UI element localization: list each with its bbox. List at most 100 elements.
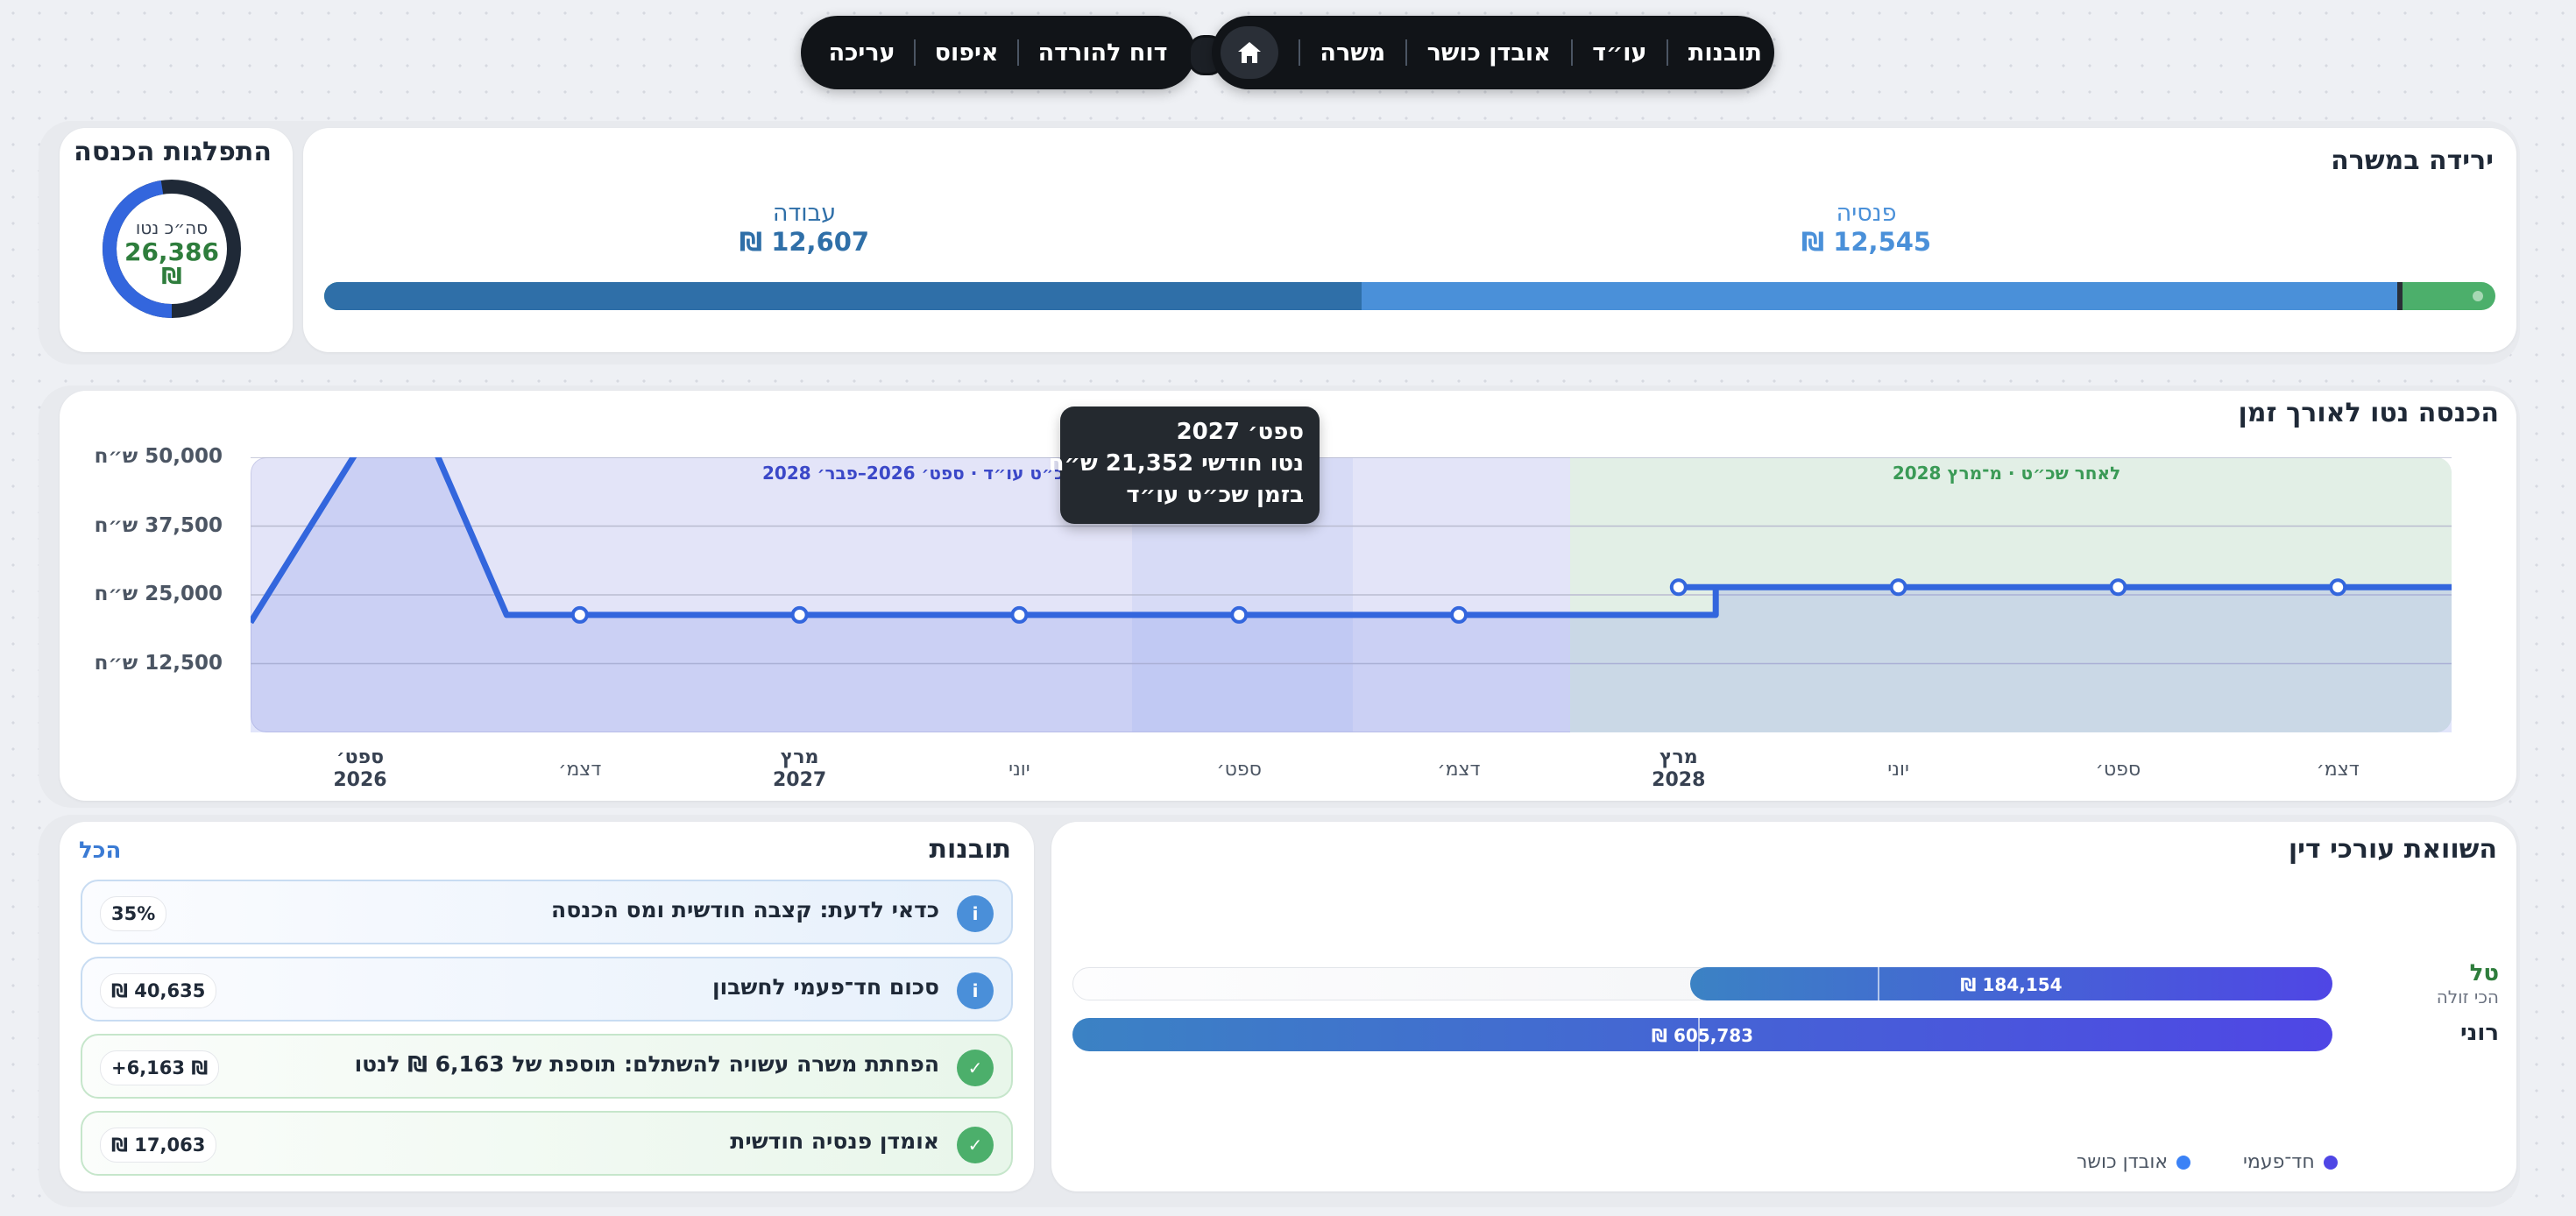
income-donut xyxy=(103,180,241,318)
legend-dot-icon xyxy=(2323,1155,2338,1170)
x-tick-label: ספט׳ xyxy=(1216,759,1262,781)
lawyer-bar-value: ₪ 184,154 xyxy=(1960,974,2063,995)
work-segment-label: עבודה 12,607 ₪ xyxy=(717,200,892,257)
bar-divider xyxy=(1698,1018,1700,1051)
nav-sections-pill: תובנות עו״ד אובדן כושר משרה xyxy=(1212,16,1774,89)
lawyer-bar-roni[interactable]: ₪ 605,783 xyxy=(1072,1018,2332,1051)
insights-all-link[interactable]: הכל xyxy=(79,838,122,864)
pension-bar-segment xyxy=(1362,282,2397,310)
lawyer-row-tal: טל הכי זולה xyxy=(2401,960,2499,1007)
insight-text: סכום חד־פעמי לחשבון xyxy=(711,974,939,1000)
y-tick-label: 37,500 ש״ח xyxy=(94,513,223,537)
x-tick-label: דצמ׳ xyxy=(2316,759,2360,781)
nav-lawyer[interactable]: עו״ד xyxy=(1592,39,1647,67)
x-tick-label: ספט׳ xyxy=(2095,759,2141,781)
band-after-label: לאחר שכ״ט · מ־מרץ 2028 xyxy=(1892,463,2121,484)
legend-one-time: חד־פעמי xyxy=(2243,1151,2338,1173)
nav-edit[interactable]: עריכה xyxy=(828,39,895,67)
home-button[interactable] xyxy=(1221,26,1279,79)
bar-end-dot xyxy=(2473,291,2483,301)
x-tick-label: ספט׳ 2026 xyxy=(333,746,387,791)
donut-pension-slice xyxy=(103,180,241,318)
tooltip-period: בזמן שכ״ט עו״ד xyxy=(1126,482,1304,508)
line-area-fill xyxy=(251,457,2452,732)
insights-title: תובנות xyxy=(929,834,1011,865)
work-bar-segment xyxy=(324,282,1362,310)
income-drop-card: ירידה במשרה פנסיה 12,545 ₪ עבודה 12,607 … xyxy=(303,128,2516,352)
data-point[interactable] xyxy=(1450,605,1468,624)
timeline-line-chart xyxy=(251,457,2452,732)
insight-text: כדאי לדעת: קצבה חודשית ומס הכנסה xyxy=(551,897,939,923)
timeline-title: הכנסה נטו לאורך זמן xyxy=(2238,398,2500,428)
data-point[interactable] xyxy=(1669,578,1688,597)
data-point[interactable] xyxy=(570,605,589,624)
lawyer-bar-tal[interactable]: ₪ 184,154 xyxy=(1690,967,2332,1000)
distribution-card: התפלגות הכנסה סה״כ נטו 26,386 ₪ xyxy=(60,128,293,352)
y-tick-label: 50,000 ש״ח xyxy=(94,445,223,468)
lawyers-card: השוואת עורכי דין xyxy=(1051,822,2516,1191)
income-drop-title: ירידה במשרה xyxy=(2331,145,2494,176)
nav-divider xyxy=(1017,39,1020,66)
distribution-title: התפלגות הכנסה xyxy=(74,137,272,167)
x-tick-label: דצמ׳ xyxy=(558,759,602,781)
nav-divider xyxy=(1667,39,1669,66)
nav-download-report[interactable]: דוח להורדה xyxy=(1037,39,1168,67)
x-tick-label: יוני xyxy=(1887,759,1909,781)
check-icon: ✓ xyxy=(957,1127,994,1163)
insight-item[interactable]: ✓ אומדן פנסיה חודשית ₪ 17,063 xyxy=(81,1111,1013,1176)
legend-disability: אובדן כושר xyxy=(2077,1151,2191,1173)
insight-text: הפחתת משרה עשויה להשתלם: תוספת של 6,163 … xyxy=(354,1051,939,1077)
data-point[interactable] xyxy=(1889,578,1907,597)
insight-badge: ₪ 17,063 xyxy=(100,1128,217,1163)
nav-insights[interactable]: תובנות xyxy=(1688,39,1762,67)
work-amount: 12,607 ₪ xyxy=(739,227,870,257)
lawyer-sub: הכי זולה xyxy=(2436,986,2499,1007)
nav-divider xyxy=(914,39,916,66)
donut-center: סה״כ נטו 26,386 ₪ xyxy=(102,216,242,289)
insight-text: אומדן פנסיה חודשית xyxy=(730,1128,939,1154)
x-tick-label: יוני xyxy=(1008,759,1030,781)
donut-center-value: 26,386 xyxy=(124,237,220,266)
legend-dot-icon xyxy=(2176,1155,2191,1170)
y-tick-label: 12,500 ש״ח xyxy=(94,651,223,675)
pension-label: פנסיה xyxy=(1836,200,1897,227)
insight-badge: ₪ 40,635 xyxy=(100,973,217,1008)
lawyers-title: השוואת עורכי דין xyxy=(2288,834,2497,865)
nav-job[interactable]: משרה xyxy=(1320,39,1386,67)
lawyer-bar-value: ₪ 605,783 xyxy=(1651,1025,1754,1046)
tooltip-date: ספט׳ 2027 xyxy=(1176,419,1304,445)
data-point[interactable] xyxy=(2329,578,2347,597)
legend-label: חד־פעמי xyxy=(2243,1151,2315,1173)
pension-segment-label: פנסיה 12,545 ₪ xyxy=(1779,200,1954,257)
nav-divider xyxy=(1405,39,1407,66)
insight-item[interactable]: i סכום חד־פעמי לחשבון ₪ 40,635 xyxy=(81,957,1013,1022)
info-icon: i xyxy=(957,895,994,932)
pension-amount: 12,545 ₪ xyxy=(1801,227,1932,257)
nav-divider xyxy=(1570,39,1573,66)
data-point[interactable] xyxy=(2109,578,2127,597)
home-icon xyxy=(1238,42,1262,63)
data-point[interactable] xyxy=(790,605,809,624)
legend-label: אובדן כושר xyxy=(2077,1151,2169,1173)
x-tick-label: דצמ׳ xyxy=(1437,759,1481,781)
insight-item[interactable]: i כדאי לדעת: קצבה חודשית ומס הכנסה 35% xyxy=(81,880,1013,944)
data-point[interactable] xyxy=(1010,605,1029,624)
nav-disability[interactable]: אובדן כושר xyxy=(1426,39,1551,67)
check-icon: ✓ xyxy=(957,1050,994,1086)
data-point[interactable] xyxy=(1230,605,1249,624)
current-marker[interactable] xyxy=(2397,282,2403,310)
x-tick-label: מרץ 2027 xyxy=(772,746,827,791)
info-icon: i xyxy=(957,972,994,1009)
work-label: עבודה xyxy=(772,200,837,227)
x-tick-label: מרץ 2028 xyxy=(1652,746,1706,791)
nav-actions-pill: דוח להורדה איפוס עריכה xyxy=(801,16,1195,89)
lawyer-row-roni: רוני xyxy=(2459,1020,2499,1046)
lawyer-name: טל xyxy=(2469,960,2499,986)
chart-tooltip: ספט׳ 2027 נטו חודשי 21,352 ש״ח בזמן שכ״ט… xyxy=(1049,407,1320,524)
donut-center-label: סה״כ נטו xyxy=(135,217,209,238)
nav-divider xyxy=(1298,39,1300,66)
nav-reset[interactable]: איפוס xyxy=(934,39,999,67)
insight-badge: +6,163 ₪ xyxy=(100,1050,220,1085)
y-tick-label: 25,000 ש״ח xyxy=(94,583,223,605)
insight-item[interactable]: ✓ הפחתת משרה עשויה להשתלם: תוספת של 6,163… xyxy=(81,1034,1013,1099)
